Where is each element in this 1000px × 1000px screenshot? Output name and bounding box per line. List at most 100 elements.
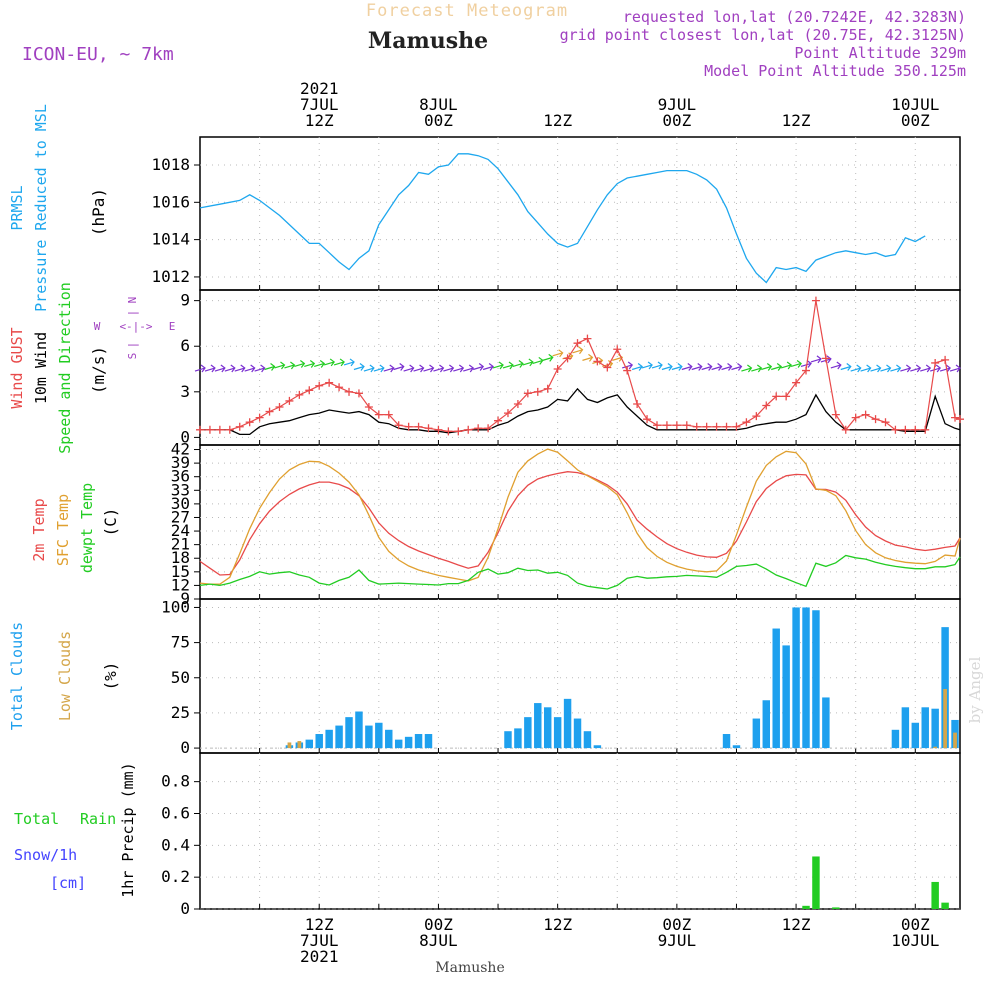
wind-direction-arrow — [393, 365, 404, 371]
wind-direction-arrowhead — [935, 364, 942, 373]
wind-direction-arrow — [830, 364, 841, 369]
wind-gust-marker — [225, 425, 234, 434]
clouds-y-tick-label: 0 — [180, 738, 190, 757]
wind-direction-label: Speed and Direction — [56, 282, 74, 454]
precip-rain-label: Rain — [80, 810, 116, 828]
wind-direction-arrow — [323, 361, 335, 366]
wind-direction-arrow — [850, 367, 861, 372]
rain-bar — [931, 881, 939, 909]
wind-direction-arrow — [701, 365, 712, 371]
pressure-y-tick-label: 1014 — [151, 230, 190, 249]
10m-wind-line — [200, 387, 961, 436]
total-cloud-bar — [762, 700, 770, 749]
clouds-y-tick-label: 100 — [161, 597, 190, 616]
wind-direction-arrow — [353, 365, 365, 371]
temperature-y-tick-label: 36 — [171, 467, 190, 486]
wind-direction-arrow — [423, 367, 434, 372]
model-altitude: Model Point Altitude 350.125m — [704, 62, 966, 80]
wind-direction-arrowhead — [697, 363, 703, 371]
wind-gust-marker — [772, 392, 781, 401]
wind-direction-arrowhead — [359, 363, 365, 371]
wind-gust-marker — [255, 413, 264, 422]
wind-gust-marker — [956, 415, 964, 424]
wind-gust-marker — [851, 413, 860, 422]
total-cloud-bar — [573, 718, 582, 749]
pressure-label-reduced: Pressure Reduced to MSL — [32, 104, 50, 312]
total-cloud-bar — [543, 707, 552, 749]
top-time-label: 12Z — [305, 111, 334, 130]
precip-total-label: Total — [14, 810, 59, 828]
precipitation-y-tick-label: 0.6 — [161, 803, 190, 822]
wind-direction-arrow — [492, 364, 504, 369]
wind-direction-arrowhead — [488, 363, 494, 371]
wind-gust-marker — [205, 425, 214, 434]
wind-direction-arrowhead — [498, 361, 504, 370]
wind-direction-arrow — [383, 367, 394, 372]
wind-direction-arrowhead — [369, 364, 375, 373]
temperature-y-tick-label: 27 — [171, 507, 190, 526]
rain-bar — [812, 856, 820, 909]
wind-gust-marker — [732, 422, 741, 431]
wind-direction-arrowhead — [220, 364, 226, 373]
total-cloud-bar — [355, 711, 363, 749]
wind-direction-arrow — [771, 365, 782, 371]
wind-gust-marker — [573, 339, 582, 348]
wind-direction-arrowhead — [727, 363, 733, 371]
wind-direction-arrow — [363, 367, 375, 372]
temperature-y-tick-label: 9 — [180, 589, 190, 608]
wind-direction-arrow — [294, 362, 305, 368]
wind-direction-arrow — [512, 362, 524, 368]
wind-direction-arrow — [721, 365, 732, 371]
wind-direction-arrow — [949, 367, 961, 372]
total-clouds-label: Total Clouds — [8, 622, 26, 730]
compass-south: S — [126, 353, 139, 360]
wind-y-tick-label: 0 — [180, 427, 190, 446]
temperature-y-tick-label: 21 — [171, 535, 190, 554]
temperature-y-tick-label: 30 — [171, 494, 190, 513]
wind-gust-marker — [742, 418, 751, 427]
temperature-y-tick-label: 42 — [171, 440, 190, 459]
wind-direction-arrow — [860, 367, 871, 372]
wind-direction-arrowhead — [955, 364, 961, 373]
wind-direction-arrowhead — [508, 361, 514, 370]
total-cloud-bar — [553, 717, 562, 749]
precipitation-panel: 0 0.2 0.4 0.6 0.8 — [161, 752, 961, 918]
wind-gust-marker — [603, 363, 612, 372]
top-time-label: 12Z — [543, 111, 572, 130]
clouds-y-tick-label: 75 — [171, 633, 190, 652]
wind-gust-marker — [295, 390, 304, 399]
clouds-y-tick-label: 25 — [171, 703, 190, 722]
low-clouds-label: Low Clouds — [56, 631, 74, 721]
rain-bar — [802, 905, 810, 909]
wind-gust-marker — [921, 425, 930, 434]
wind-direction-arrowhead — [766, 363, 773, 371]
total-cloud-bar — [891, 729, 900, 749]
wind-direction-arrow — [224, 367, 235, 372]
total-cloud-bar — [722, 734, 731, 749]
total-cloud-bar — [583, 731, 592, 749]
wind-gust-marker — [354, 389, 363, 398]
pressure-y-tick-label: 1018 — [151, 155, 190, 174]
temperature-y-tick-label: 24 — [171, 521, 190, 540]
wind-direction-arrow — [304, 362, 315, 368]
temp-dewpt-label: dewpt Temp — [78, 483, 96, 573]
precipitation-y-tick-label: 0 — [180, 899, 190, 918]
wind-direction-arrow — [244, 367, 255, 372]
wind-direction-arrow — [264, 365, 275, 371]
wind-direction-arrowhead — [886, 364, 892, 373]
total-cloud-bar — [375, 722, 383, 749]
wind-direction-arrowhead — [290, 361, 296, 370]
total-cloud-bar — [404, 736, 413, 749]
wind-direction-arrowhead — [876, 364, 882, 373]
wind-direction-arrowhead — [578, 346, 584, 355]
temperature-y-tick-label: 39 — [171, 453, 190, 472]
wind-direction-arrowhead — [826, 355, 832, 364]
wind-gust-marker — [802, 366, 811, 375]
wind-gust-marker — [285, 396, 294, 405]
total-cloud-bar — [563, 698, 572, 749]
wind-direction-arrow — [780, 364, 792, 369]
wind-direction-arrow — [343, 361, 355, 366]
wind-direction-arrowhead — [409, 364, 415, 373]
total-cloud-bar — [424, 734, 433, 749]
wind-gust-marker — [275, 403, 284, 412]
